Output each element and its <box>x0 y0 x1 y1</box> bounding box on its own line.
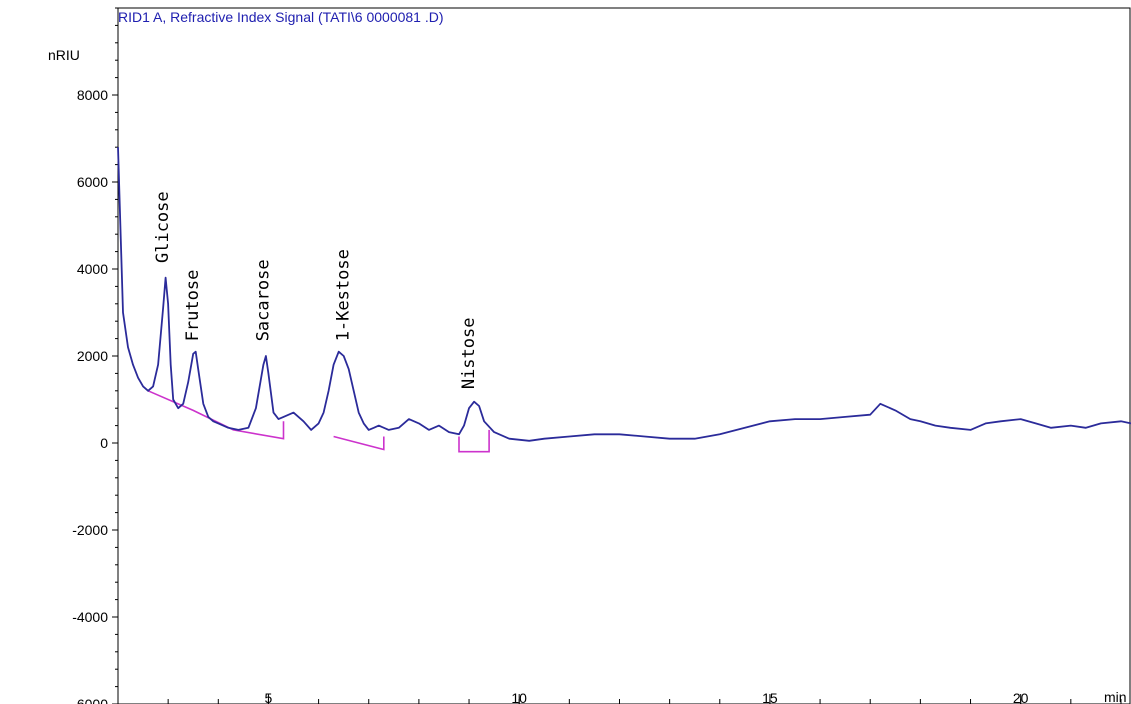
y-tick-label: 2000 <box>77 348 108 364</box>
y-tick-label: 6000 <box>77 174 108 190</box>
x-axis-label: min <box>1104 689 1127 704</box>
x-tick-label: 10 <box>511 690 527 704</box>
chart-title: RID1 A, Refractive Index Signal (TATI\6 … <box>118 9 444 25</box>
y-tick-label: 4000 <box>77 261 108 277</box>
peak-label: Frutose <box>183 270 203 342</box>
peak-label: 1-Kestose <box>334 249 354 341</box>
y-tick-label: 8000 <box>77 87 108 103</box>
y-axis-label: nRIU <box>48 47 80 63</box>
plot-area: -6000 -4000 -2000 0 2000 4000 6000 8000 5 10 15 20 G… <box>72 7 1131 704</box>
y-tick-label: 0 <box>100 435 108 451</box>
x-tick-label: 5 <box>265 690 273 704</box>
baseline-segment <box>147 390 285 440</box>
y-tick-label: -6000 <box>72 696 108 704</box>
baseline-segment <box>333 435 385 451</box>
plot-frame <box>117 7 1131 704</box>
peak-label: Nistose <box>459 317 479 389</box>
y-tick-label: -4000 <box>72 609 108 625</box>
peak-label: Sacarose <box>253 259 273 341</box>
baseline-segment <box>458 429 490 453</box>
signal-line <box>117 147 1131 442</box>
peak-label: Glicose <box>153 191 173 263</box>
x-tick-label: 15 <box>762 690 778 704</box>
x-tick-label: 20 <box>1013 690 1029 704</box>
y-tick-label: -2000 <box>72 522 108 538</box>
